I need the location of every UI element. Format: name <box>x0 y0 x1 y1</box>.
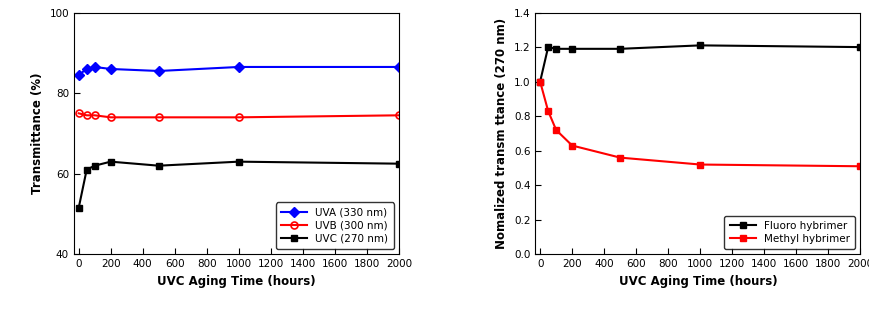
Fluoro hybrimer <box>535 80 546 84</box>
Y-axis label: Nomalized transm ttance (270 nm): Nomalized transm ttance (270 nm) <box>495 18 508 249</box>
UVC (270 nm) <box>74 206 84 210</box>
Methyl hybrimer <box>535 80 546 84</box>
Legend: UVA (330 nm), UVB (300 nm), UVC (270 nm): UVA (330 nm), UVB (300 nm), UVC (270 nm) <box>275 203 394 249</box>
Methyl hybrimer <box>551 128 561 132</box>
UVC (270 nm) <box>154 164 164 168</box>
Methyl hybrimer <box>543 109 554 113</box>
Y-axis label: Transmittance (%): Transmittance (%) <box>30 73 43 194</box>
UVA (330 nm) <box>90 65 100 69</box>
UVA (330 nm) <box>394 65 404 69</box>
Methyl hybrimer <box>615 156 626 160</box>
Fluoro hybrimer <box>567 47 577 51</box>
UVC (270 nm) <box>90 164 100 168</box>
Methyl hybrimer <box>695 163 706 166</box>
Legend: Fluoro hybrimer, Methyl hybrimer: Fluoro hybrimer, Methyl hybrimer <box>724 216 855 249</box>
Line: UVC (270 nm): UVC (270 nm) <box>76 158 402 211</box>
UVA (330 nm) <box>234 65 244 69</box>
Line: Fluoro hybrimer: Fluoro hybrimer <box>537 42 864 85</box>
UVA (330 nm) <box>154 69 164 73</box>
UVB (300 nm) <box>74 111 84 115</box>
Methyl hybrimer <box>567 143 577 147</box>
UVA (330 nm) <box>105 67 116 71</box>
Fluoro hybrimer <box>615 47 626 51</box>
Line: UVB (300 nm): UVB (300 nm) <box>76 110 402 121</box>
Line: Methyl hybrimer: Methyl hybrimer <box>537 78 864 170</box>
UVB (300 nm) <box>394 113 404 117</box>
UVC (270 nm) <box>394 162 404 165</box>
UVB (300 nm) <box>154 116 164 119</box>
X-axis label: UVC Aging Time (hours): UVC Aging Time (hours) <box>619 275 777 288</box>
UVB (300 nm) <box>90 113 100 117</box>
UVA (330 nm) <box>82 67 92 71</box>
UVC (270 nm) <box>234 160 244 164</box>
UVC (270 nm) <box>82 168 92 171</box>
Line: UVA (330 nm): UVA (330 nm) <box>76 63 402 78</box>
X-axis label: UVC Aging Time (hours): UVC Aging Time (hours) <box>157 275 315 288</box>
Fluoro hybrimer <box>695 43 706 47</box>
Fluoro hybrimer <box>543 45 554 49</box>
Fluoro hybrimer <box>855 45 866 49</box>
UVC (270 nm) <box>105 160 116 164</box>
Methyl hybrimer <box>855 165 866 168</box>
Fluoro hybrimer <box>551 47 561 51</box>
UVB (300 nm) <box>82 113 92 117</box>
UVB (300 nm) <box>234 116 244 119</box>
UVB (300 nm) <box>105 116 116 119</box>
UVA (330 nm) <box>74 73 84 77</box>
